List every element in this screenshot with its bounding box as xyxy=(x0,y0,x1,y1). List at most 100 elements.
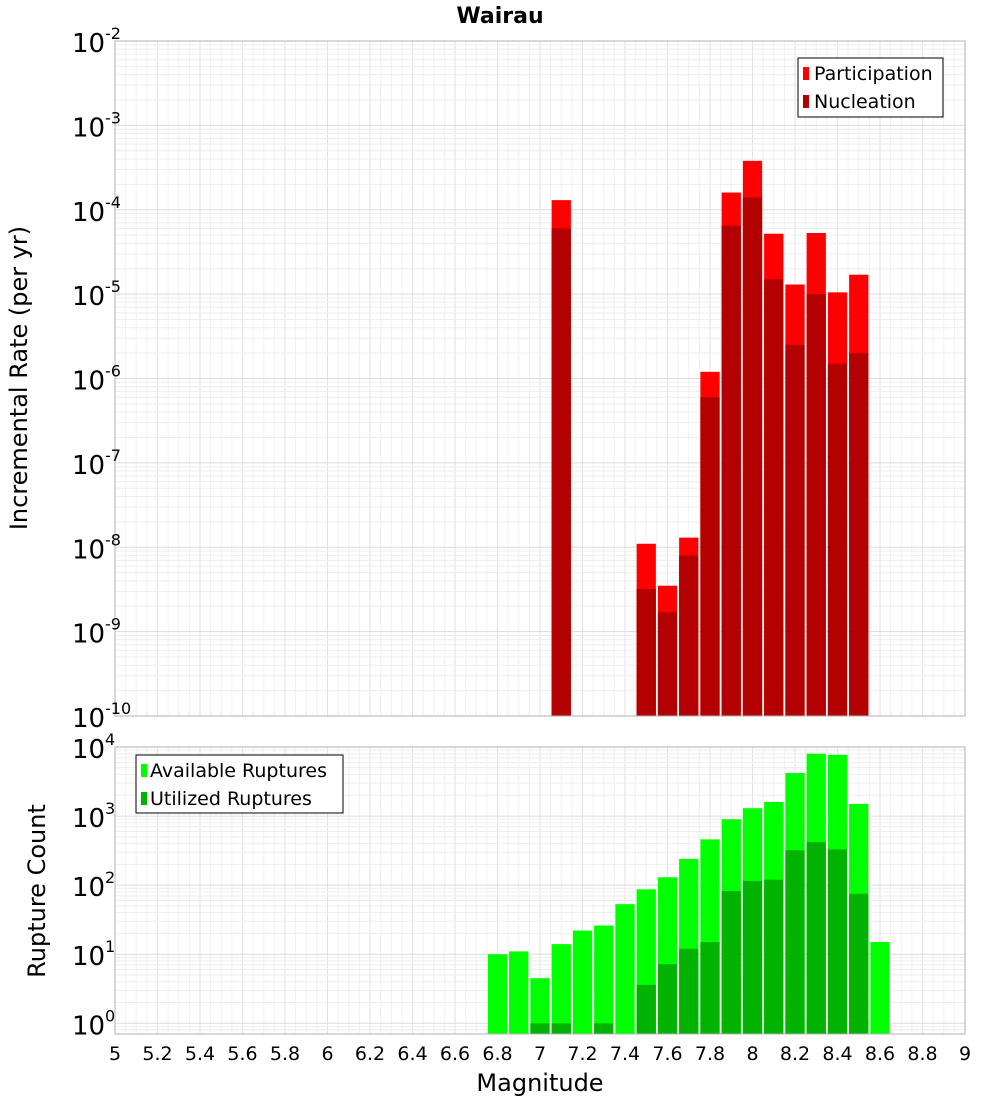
bar-available-ruptures xyxy=(530,978,550,1034)
legend-participation-label: Participation xyxy=(814,63,933,85)
y-tick-exponent: -6 xyxy=(105,362,121,381)
x-axis-ticks: 5 5.2 5.4 5.6 5.8 6 6.2 6.4 6.6 6.8 7 7.2 7.4 7.6 7.8 8… xyxy=(109,1043,971,1065)
rate-plot-border xyxy=(114,40,966,717)
y-tick-exponent: 1 xyxy=(105,937,115,956)
x-tick-label: 9 xyxy=(959,1043,971,1065)
rate-y-axis-label: Incremental Rate (per yr) xyxy=(5,226,33,530)
legend-nucleation-label: Nucleation xyxy=(814,91,916,113)
y-tick-exponent: 2 xyxy=(105,868,115,887)
x-tick-label: 6 xyxy=(321,1043,333,1065)
bar-utilized-ruptures xyxy=(742,880,763,1034)
x-axis-label: Magnitude xyxy=(476,1069,603,1097)
bar-available-ruptures xyxy=(551,944,571,1034)
y-tick-exponent: -10 xyxy=(105,699,131,718)
bar-utilized-ruptures xyxy=(700,942,720,1034)
y-tick-exponent: -7 xyxy=(105,446,121,465)
legend-participation-swatch xyxy=(803,67,809,80)
x-tick-label: 7 xyxy=(534,1043,546,1065)
bar-nucleation xyxy=(679,555,699,716)
rate-gridlines xyxy=(114,40,966,717)
legend-utilized-swatch xyxy=(141,792,147,805)
rate-legend: Participation Nucleation xyxy=(797,57,944,118)
count-legend-box xyxy=(135,754,344,814)
y-tick-label: 10 xyxy=(72,113,105,143)
rate-panel: 10-210-310-410-510-610-710-810-910-10 In… xyxy=(5,24,966,734)
bar-nucleation xyxy=(721,225,741,716)
y-tick-label: 10 xyxy=(72,198,105,228)
y-tick-exponent: -3 xyxy=(105,108,121,127)
bar-utilized-ruptures xyxy=(636,984,656,1034)
y-tick-exponent: 0 xyxy=(105,1006,115,1025)
bar-nucleation xyxy=(806,294,826,716)
bar-available-ruptures xyxy=(509,951,529,1034)
y-tick-label: 10 xyxy=(72,704,105,734)
chart-title: Wairau xyxy=(456,4,543,29)
x-tick-label: 7.8 xyxy=(695,1043,725,1065)
bar-nucleation xyxy=(700,397,720,716)
y-tick-label: 10 xyxy=(72,735,105,765)
y-tick-label: 10 xyxy=(72,1011,105,1041)
bar-nucleation xyxy=(785,344,805,716)
y-tick-label: 10 xyxy=(72,873,105,903)
x-tick-label: 8.2 xyxy=(780,1043,810,1065)
bar-nucleation xyxy=(849,353,869,716)
bar-utilized-ruptures xyxy=(530,1023,550,1034)
y-tick-exponent: -2 xyxy=(105,24,121,43)
bar-utilized-ruptures xyxy=(849,893,869,1034)
bar-nucleation xyxy=(551,228,571,716)
legend-utilized-label: Utilized Ruptures xyxy=(150,788,312,810)
x-tick-label: 5.4 xyxy=(185,1043,215,1065)
bar-utilized-ruptures xyxy=(827,849,848,1034)
bar-utilized-ruptures xyxy=(721,891,741,1034)
bar-nucleation xyxy=(742,197,763,717)
bar-available-ruptures xyxy=(594,925,614,1034)
y-tick-exponent: 3 xyxy=(105,799,115,818)
x-tick-label: 8.8 xyxy=(907,1043,937,1065)
y-tick-label: 10 xyxy=(72,535,105,565)
bar-utilized-ruptures xyxy=(551,1023,571,1034)
bar-available-ruptures xyxy=(487,954,508,1034)
count-legend: Available Ruptures Utilized Ruptures xyxy=(135,754,344,814)
bar-utilized-ruptures xyxy=(785,850,805,1034)
y-tick-exponent: -5 xyxy=(105,277,121,296)
x-tick-label: 6.8 xyxy=(482,1043,512,1065)
rate-y-ticks: 10-210-310-410-510-610-710-810-910-10 xyxy=(72,24,131,734)
x-tick-label: 7.6 xyxy=(652,1043,682,1065)
y-tick-label: 10 xyxy=(72,282,105,312)
y-tick-exponent: -9 xyxy=(105,615,121,634)
count-plot-border xyxy=(114,746,966,1035)
bar-available-ruptures xyxy=(615,904,635,1034)
rate-bars xyxy=(551,160,869,717)
y-tick-exponent: 4 xyxy=(105,730,115,749)
x-tick-label: 7.4 xyxy=(610,1043,640,1065)
y-tick-label: 10 xyxy=(72,620,105,650)
y-tick-label: 10 xyxy=(72,942,105,972)
bar-utilized-ruptures xyxy=(679,948,699,1034)
bar-available-ruptures xyxy=(870,942,890,1034)
x-tick-label: 8.4 xyxy=(822,1043,852,1065)
legend-available-swatch xyxy=(141,764,147,777)
x-tick-label: 5 xyxy=(109,1043,121,1065)
x-tick-label: 5.6 xyxy=(227,1043,257,1065)
y-tick-exponent: -8 xyxy=(105,530,121,549)
legend-nucleation-swatch xyxy=(803,95,809,108)
y-tick-label: 10 xyxy=(72,804,105,834)
x-tick-label: 6.6 xyxy=(440,1043,470,1065)
x-tick-label: 7.2 xyxy=(567,1043,597,1065)
rate-legend-box xyxy=(797,57,944,118)
x-tick-label: 8.6 xyxy=(865,1043,895,1065)
count-y-axis-label: Rupture Count xyxy=(23,804,51,978)
x-tick-label: 6.4 xyxy=(397,1043,427,1065)
bar-nucleation xyxy=(657,612,678,716)
y-tick-label: 10 xyxy=(72,367,105,397)
y-tick-label: 10 xyxy=(72,451,105,481)
bar-nucleation xyxy=(827,363,848,716)
y-tick-label: 10 xyxy=(72,29,105,59)
bar-utilized-ruptures xyxy=(594,1023,614,1034)
x-tick-label: 6.2 xyxy=(355,1043,385,1065)
legend-available-label: Available Ruptures xyxy=(150,760,327,782)
bar-utilized-ruptures xyxy=(806,842,826,1034)
